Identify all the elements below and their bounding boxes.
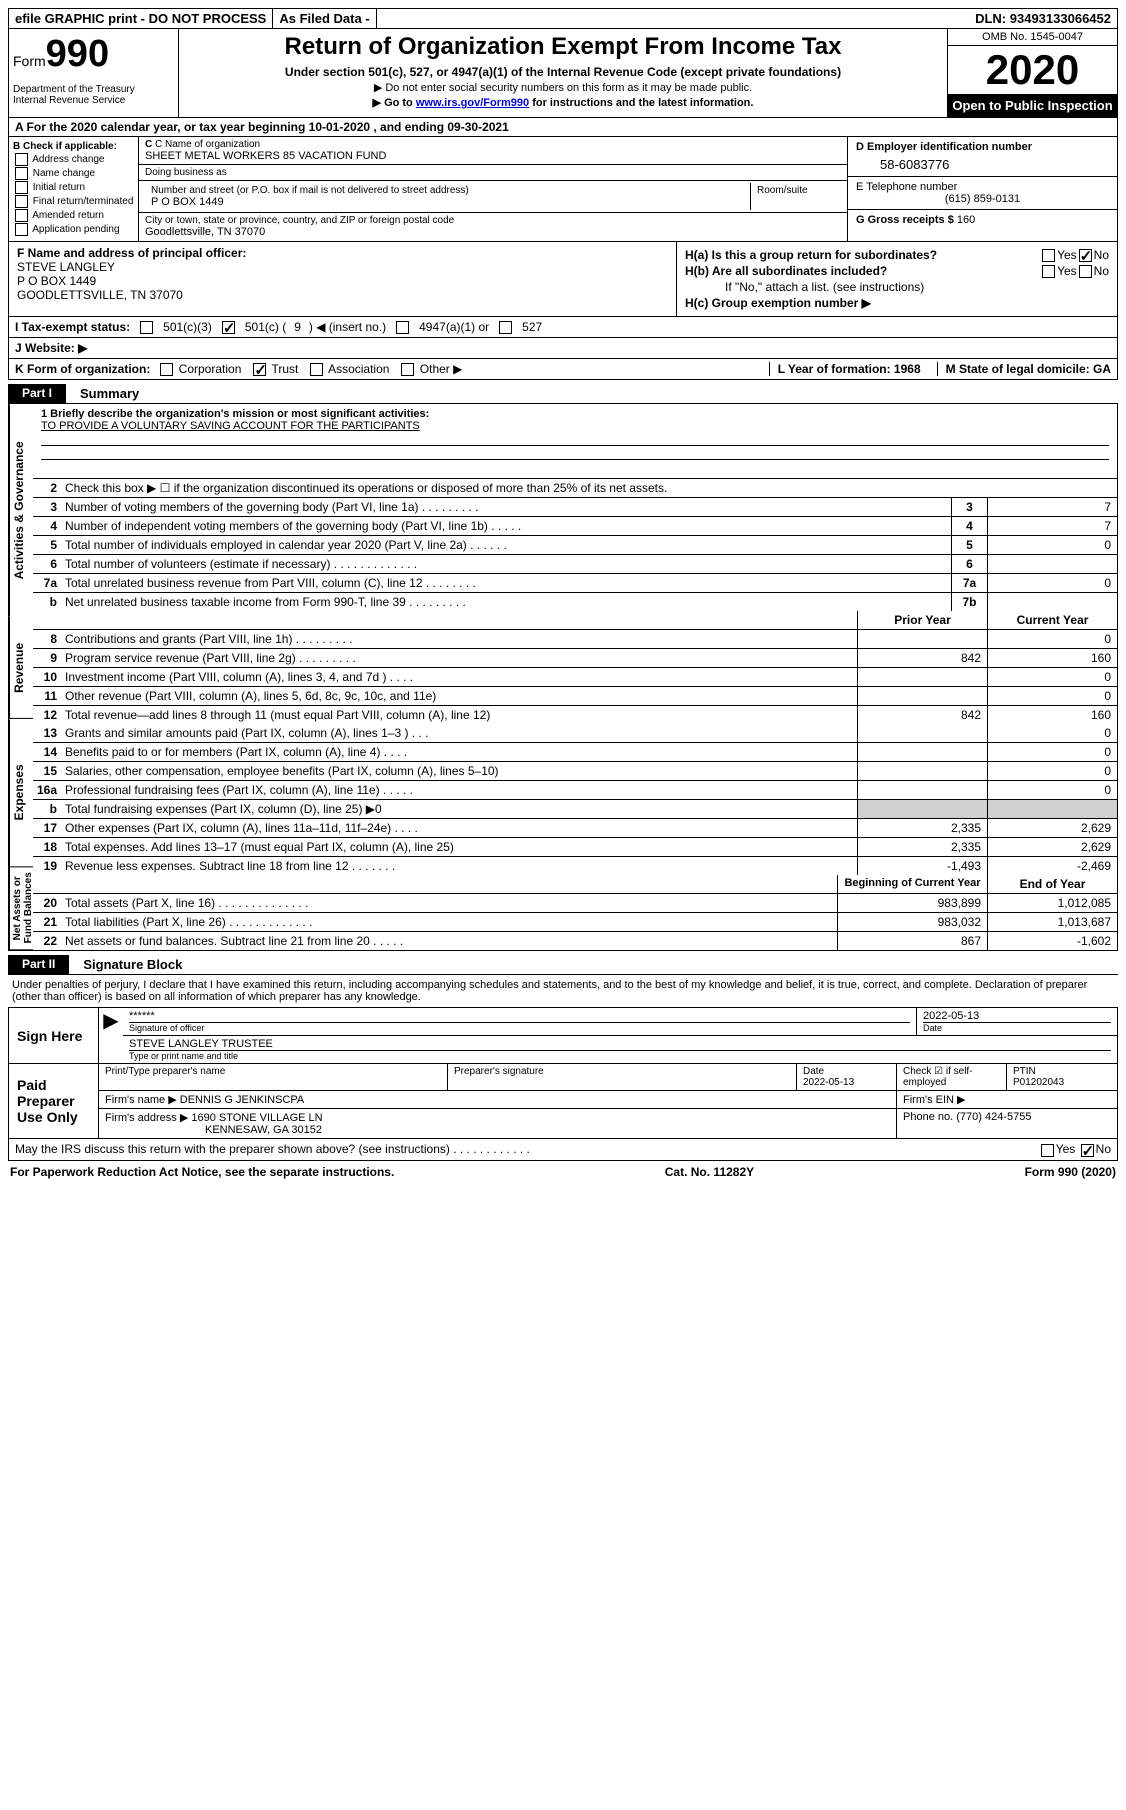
ptin: P01202043 — [1013, 1077, 1064, 1088]
form-of-org: K Form of organization: Corporation Trus… — [8, 359, 1118, 380]
asfiled: As Filed Data - — [273, 9, 376, 28]
paid-preparer-label: Paid Preparer Use Only — [9, 1064, 99, 1138]
part2-header: Part II Signature Block — [8, 955, 1118, 975]
form-header: Form990 Department of the Treasury Inter… — [8, 29, 1118, 118]
mission-block: 1 Briefly describe the organization's mi… — [33, 404, 1117, 479]
vtab-exp: Expenses — [9, 719, 33, 867]
org-name: SHEET METAL WORKERS 85 VACATION FUND — [145, 150, 841, 162]
ha-yes[interactable] — [1042, 249, 1055, 262]
discuss-row: May the IRS discuss this return with the… — [8, 1139, 1118, 1160]
group-return: H(a) Is this a group return for subordin… — [677, 242, 1117, 316]
vtab-ag: Activities & Governance — [9, 404, 33, 616]
state-domicile: M State of legal domicile: GA — [937, 362, 1111, 376]
col-b-checkboxes: B Check if applicable: Address change Na… — [9, 137, 139, 241]
principal-officer: F Name and address of principal officer:… — [9, 242, 677, 316]
perjury-text: Under penalties of perjury, I declare th… — [8, 975, 1118, 1008]
firm-name: DENNIS G JENKINSCPA — [180, 1094, 305, 1106]
ein: 58-6083776 — [856, 153, 1109, 172]
topbar: efile GRAPHIC print - DO NOT PROCESS As … — [8, 8, 1118, 29]
irs-link[interactable]: www.irs.gov/Form990 — [416, 97, 529, 109]
street: P O BOX 1449 — [151, 196, 744, 208]
tax-year: 2020 — [948, 46, 1117, 94]
sig-date: 2022-05-13 — [923, 1010, 1111, 1022]
form-title: Return of Organization Exempt From Incom… — [187, 33, 939, 61]
phone: (615) 859-0131 — [856, 193, 1109, 205]
dept: Department of the Treasury Internal Reve… — [13, 84, 174, 106]
vtab-rev: Revenue — [9, 617, 33, 719]
efile-notice: efile GRAPHIC print - DO NOT PROCESS — [9, 9, 273, 28]
open-to-public: Open to Public Inspection — [948, 94, 1117, 117]
part1-body: Activities & Governance Revenue Expenses… — [8, 404, 1118, 951]
b-opt[interactable]: Amended return — [13, 209, 134, 222]
omb: OMB No. 1545-0047 — [948, 29, 1117, 46]
part1-header: Part I Summary — [8, 384, 1118, 404]
city: Goodlettsville, TN 37070 — [145, 226, 841, 238]
col-c-org: C C Name of organization SHEET METAL WOR… — [139, 137, 847, 241]
ha-no[interactable] — [1079, 249, 1092, 262]
tax-exempt-status: I Tax-exempt status: 501(c)(3) 501(c) (9… — [8, 317, 1118, 338]
hb-yes[interactable] — [1042, 265, 1055, 278]
page-footer: For Paperwork Reduction Act Notice, see … — [8, 1161, 1118, 1183]
form-subtitle: Under section 501(c), 527, or 4947(a)(1)… — [187, 65, 939, 79]
discuss-no[interactable] — [1081, 1144, 1094, 1157]
arrow-icon: ▶ — [99, 1008, 123, 1063]
mission-text: TO PROVIDE A VOLUNTARY SAVING ACCOUNT FO… — [41, 420, 420, 432]
sign-here-label: Sign Here — [9, 1008, 99, 1063]
discuss-yes[interactable] — [1041, 1144, 1054, 1157]
row-a-taxyear: A For the 2020 calendar year, or tax yea… — [8, 118, 1118, 137]
b-opt[interactable]: Application pending — [13, 223, 134, 236]
year-formation: L Year of formation: 1968 — [769, 362, 921, 376]
vtab-na: Net Assets or Fund Balances — [9, 867, 33, 950]
gross-receipts: 160 — [957, 214, 975, 226]
website: J Website: ▶ — [8, 338, 1118, 359]
officer-name: STEVE LANGLEY TRUSTEE — [129, 1038, 1111, 1050]
firm-phone: (770) 424-5755 — [956, 1111, 1031, 1123]
b-opt[interactable]: Final return/terminated — [13, 195, 134, 208]
b-opt[interactable]: Initial return — [13, 181, 134, 194]
b-opt[interactable]: Address change — [13, 153, 134, 166]
col-d-e-g: D Employer identification number 58-6083… — [847, 137, 1117, 241]
goto-note: ▶ Go to www.irs.gov/Form990 for instruct… — [187, 96, 939, 109]
section-fh: F Name and address of principal officer:… — [8, 242, 1118, 317]
dln: DLN: 93493133066452 — [969, 9, 1117, 28]
b-opt[interactable]: Name change — [13, 167, 134, 180]
form-number: Form990 — [13, 33, 174, 76]
hb-no[interactable] — [1079, 265, 1092, 278]
ssn-note: ▶ Do not enter social security numbers o… — [187, 81, 939, 94]
section-bcd: B Check if applicable: Address change Na… — [8, 137, 1118, 242]
signature-section: Sign Here ▶ ****** Signature of officer … — [8, 1008, 1118, 1139]
